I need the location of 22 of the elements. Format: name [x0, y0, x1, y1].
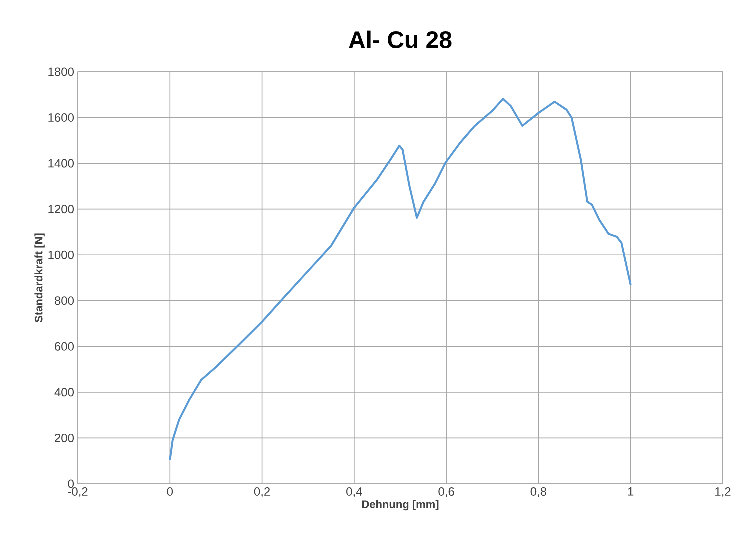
y-tick-label: 200 [55, 434, 74, 442]
x-axis-title: Dehnung [mm] [362, 500, 439, 511]
x-tick-label: 1,2 [716, 488, 731, 498]
y-tick-label: 1000 [48, 250, 74, 260]
x-tick-label: 1 [628, 488, 634, 496]
x-tick-label: 0 [167, 488, 174, 496]
y-tick-label: 1400 [48, 159, 74, 168]
y-tick-label: 400 [54, 388, 74, 397]
y-axis-title: Standardkraft [N] [34, 234, 45, 323]
y-tick-label: 1600 [48, 114, 74, 122]
x-tick-label: 0,4 [346, 488, 362, 498]
x-tick-label: 0,2 [254, 488, 270, 498]
line-series [169, 98, 632, 461]
x-tick-label: -0,2 [68, 488, 88, 498]
x-tick-label: 0,6 [438, 488, 454, 498]
y-tick-label: 800 [54, 296, 74, 306]
y-tick-label: 1800 [48, 68, 74, 76]
y-tick-label: 0 [68, 480, 74, 488]
y-tick-label: 600 [55, 342, 74, 351]
x-tick-label: 0,8 [530, 488, 547, 498]
chart-title: Al- Cu 28 [349, 30, 452, 48]
y-tick-label: 1200 [48, 205, 74, 214]
